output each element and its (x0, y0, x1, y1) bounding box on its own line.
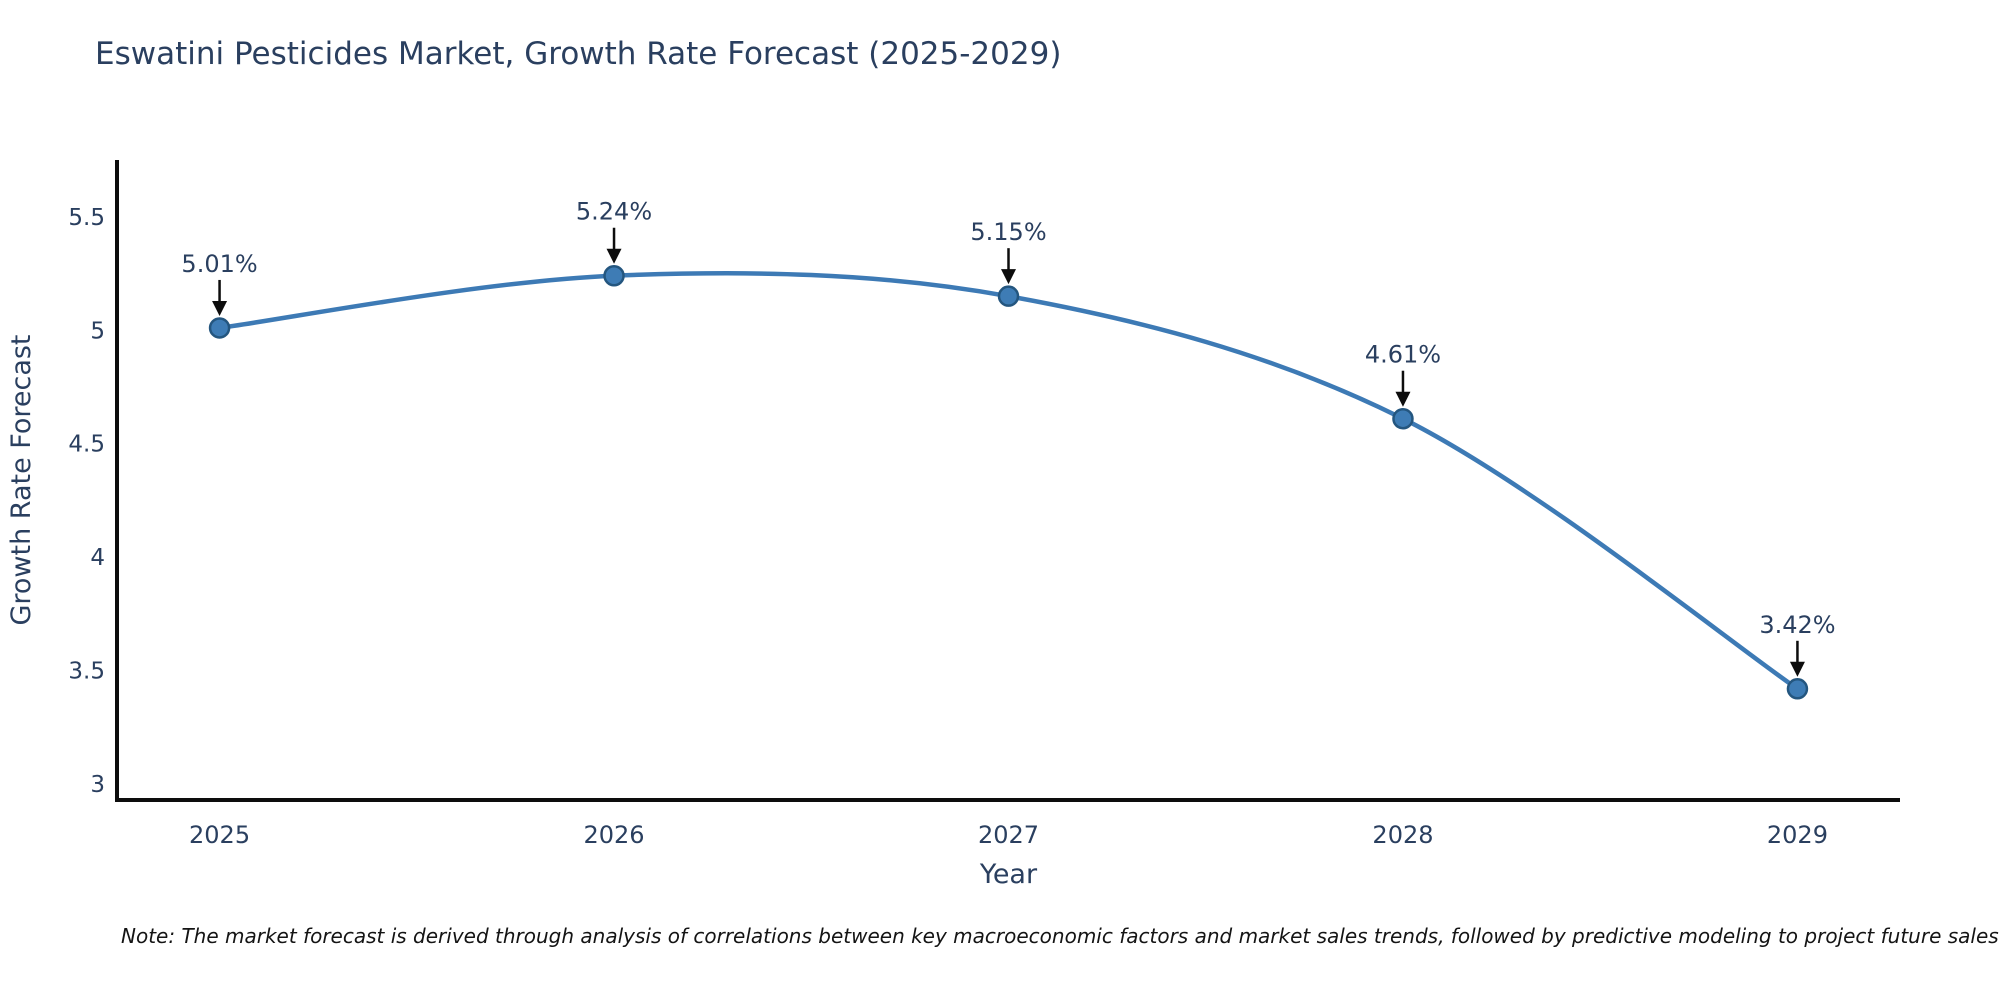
chart-title: Eswatini Pesticides Market, Growth Rate … (95, 36, 1062, 72)
y-tick-label: 5.5 (68, 205, 105, 231)
x-tick-label: 2027 (978, 821, 1039, 849)
data-point-marker (1786, 678, 1809, 700)
x-axis-title: Year (979, 859, 1038, 890)
series-line (217, 271, 1800, 692)
annotation-arrowhead (1001, 269, 1016, 285)
x-tick-label: 2029 (1767, 821, 1828, 849)
data-point-marker (997, 285, 1020, 307)
footnote: Note: The market forecast is derived thr… (121, 924, 1999, 948)
annotation-label: 4.61% (1365, 341, 1441, 369)
x-tick-label: 2028 (1372, 821, 1433, 849)
y-axis-title: Growth Rate Forecast (6, 334, 37, 625)
data-point-marker (1392, 407, 1414, 430)
annotation-label: 5.24% (576, 198, 652, 226)
y-tick-label: 3 (90, 772, 105, 798)
y-tick-label: 5 (90, 318, 105, 344)
y-tick-label: 4.5 (68, 432, 105, 458)
data-point-marker (208, 317, 231, 339)
annotation-label: 5.15% (970, 218, 1046, 246)
annotation-arrowhead (1789, 661, 1805, 677)
data-point-marker (603, 264, 625, 287)
annotation-label: 3.42% (1759, 611, 1835, 639)
annotation-arrowhead (212, 300, 228, 316)
x-tick-label: 2026 (583, 821, 644, 849)
x-tick-label: 2025 (189, 821, 250, 849)
annotation-arrowhead (1395, 391, 1411, 407)
annotation-label: 5.01% (181, 250, 257, 278)
annotation-arrowhead (606, 248, 622, 264)
y-tick-label: 4 (90, 545, 105, 571)
y-tick-label: 3.5 (68, 659, 105, 685)
